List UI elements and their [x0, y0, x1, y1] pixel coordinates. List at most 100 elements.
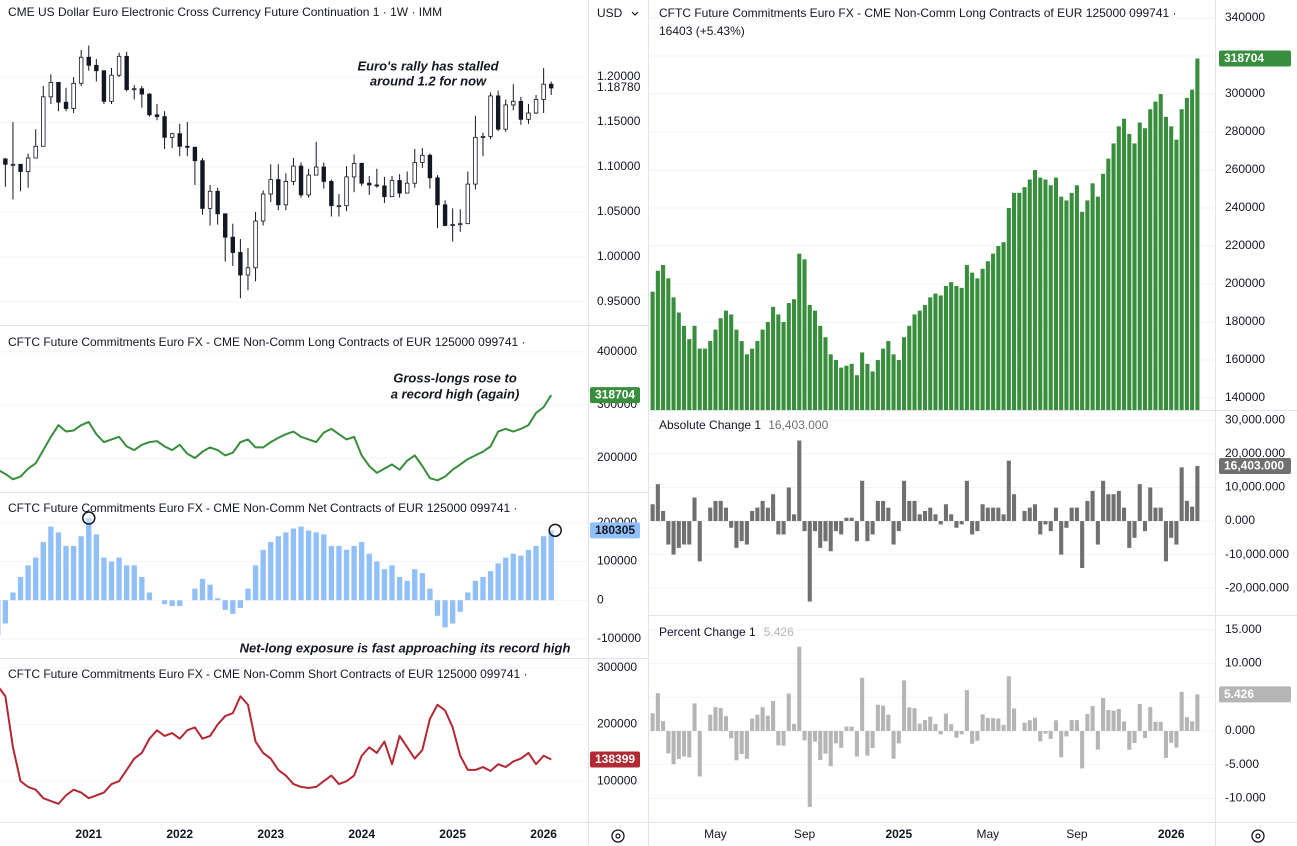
candle-body	[253, 220, 258, 269]
bar	[63, 545, 69, 601]
bar	[975, 730, 980, 741]
currency-dropdown[interactable]: USD	[597, 6, 639, 20]
gear-hub[interactable]	[615, 833, 621, 839]
bar	[1153, 721, 1158, 731]
bar	[996, 246, 1001, 410]
candle-body	[336, 205, 342, 208]
settings-button[interactable]	[611, 829, 625, 843]
bar	[802, 259, 807, 410]
bar	[996, 507, 1001, 522]
bar	[1048, 185, 1053, 410]
bar	[1022, 187, 1027, 410]
candle-body	[495, 95, 501, 130]
bar	[922, 510, 928, 522]
candle-body	[420, 154, 425, 163]
bar	[1190, 89, 1195, 410]
bar	[692, 325, 697, 410]
currency-label[interactable]: USD	[597, 6, 623, 20]
bar	[687, 339, 692, 410]
bar	[964, 480, 969, 522]
pane-title-text: Absolute Change 1	[659, 418, 761, 432]
bar	[1048, 730, 1053, 739]
candle-body	[109, 74, 114, 102]
bar	[374, 561, 380, 601]
bar	[427, 588, 433, 601]
bar	[792, 723, 797, 731]
bar	[708, 714, 713, 731]
bar	[199, 578, 206, 601]
bar	[1111, 143, 1116, 411]
last-value-label: 318704	[1224, 51, 1264, 65]
bar	[245, 588, 251, 601]
last-value-label: 5.426	[1224, 687, 1254, 701]
y-tick-label: 1.15000	[597, 114, 641, 128]
bar	[207, 584, 213, 601]
bar	[886, 714, 891, 731]
bar	[1085, 713, 1090, 731]
bar	[1127, 521, 1132, 548]
pane-title: Percent Change 1 5.426	[659, 625, 794, 639]
bar	[896, 521, 901, 532]
bar	[1127, 133, 1132, 410]
y-tick-label: 30,000.000	[1225, 413, 1285, 427]
bar	[10, 592, 16, 601]
bar	[1064, 521, 1069, 528]
bar	[1184, 500, 1189, 522]
bar	[169, 600, 175, 607]
settings-button[interactable]	[1251, 829, 1265, 843]
gear-icon[interactable]	[1251, 829, 1265, 843]
gear-hub[interactable]	[1255, 833, 1261, 839]
candle-body	[124, 55, 129, 91]
candle-body	[25, 157, 31, 172]
candle-body	[442, 204, 448, 226]
candle-body	[374, 184, 380, 187]
dropdown-chevron[interactable]	[631, 11, 639, 16]
bar	[907, 325, 912, 410]
bar	[902, 337, 907, 410]
bar	[723, 507, 728, 522]
candle-body	[33, 145, 38, 159]
bar	[655, 270, 660, 410]
candle-body	[200, 160, 205, 209]
bar	[954, 730, 959, 738]
bar	[713, 329, 718, 410]
bar	[676, 730, 681, 759]
bar	[1148, 487, 1153, 522]
gear-icon[interactable]	[611, 829, 625, 843]
bar	[917, 723, 922, 731]
bar	[718, 500, 723, 522]
bar	[1059, 730, 1064, 758]
bar	[17, 576, 24, 601]
y-tick-label: 160000	[1225, 352, 1265, 366]
bar	[1101, 698, 1106, 731]
bar	[896, 730, 901, 744]
bar	[734, 521, 739, 548]
bar	[1012, 708, 1017, 731]
x-tick-label: 2025	[885, 827, 912, 841]
bar	[833, 521, 838, 532]
y-tick-label: 1.00000	[597, 249, 641, 263]
bar	[886, 507, 891, 522]
candle-body	[116, 55, 122, 76]
bar	[980, 268, 985, 410]
x-tick-label: May	[977, 827, 1000, 841]
bar	[1074, 507, 1079, 522]
bar	[938, 295, 943, 410]
candle-body	[41, 96, 46, 147]
bar	[655, 484, 660, 522]
bar	[268, 542, 274, 601]
bar	[865, 521, 870, 542]
bar	[807, 521, 812, 602]
highlight-circle	[82, 511, 96, 525]
y-tick-label: 20,000.000	[1225, 446, 1285, 460]
bar	[697, 521, 702, 562]
bar	[818, 521, 823, 548]
bar	[844, 726, 849, 731]
candle-body	[162, 116, 167, 138]
bar	[812, 521, 818, 532]
bar	[518, 555, 524, 601]
bar	[891, 354, 896, 410]
bar	[434, 600, 441, 616]
bar	[875, 704, 880, 731]
bar	[404, 580, 410, 601]
